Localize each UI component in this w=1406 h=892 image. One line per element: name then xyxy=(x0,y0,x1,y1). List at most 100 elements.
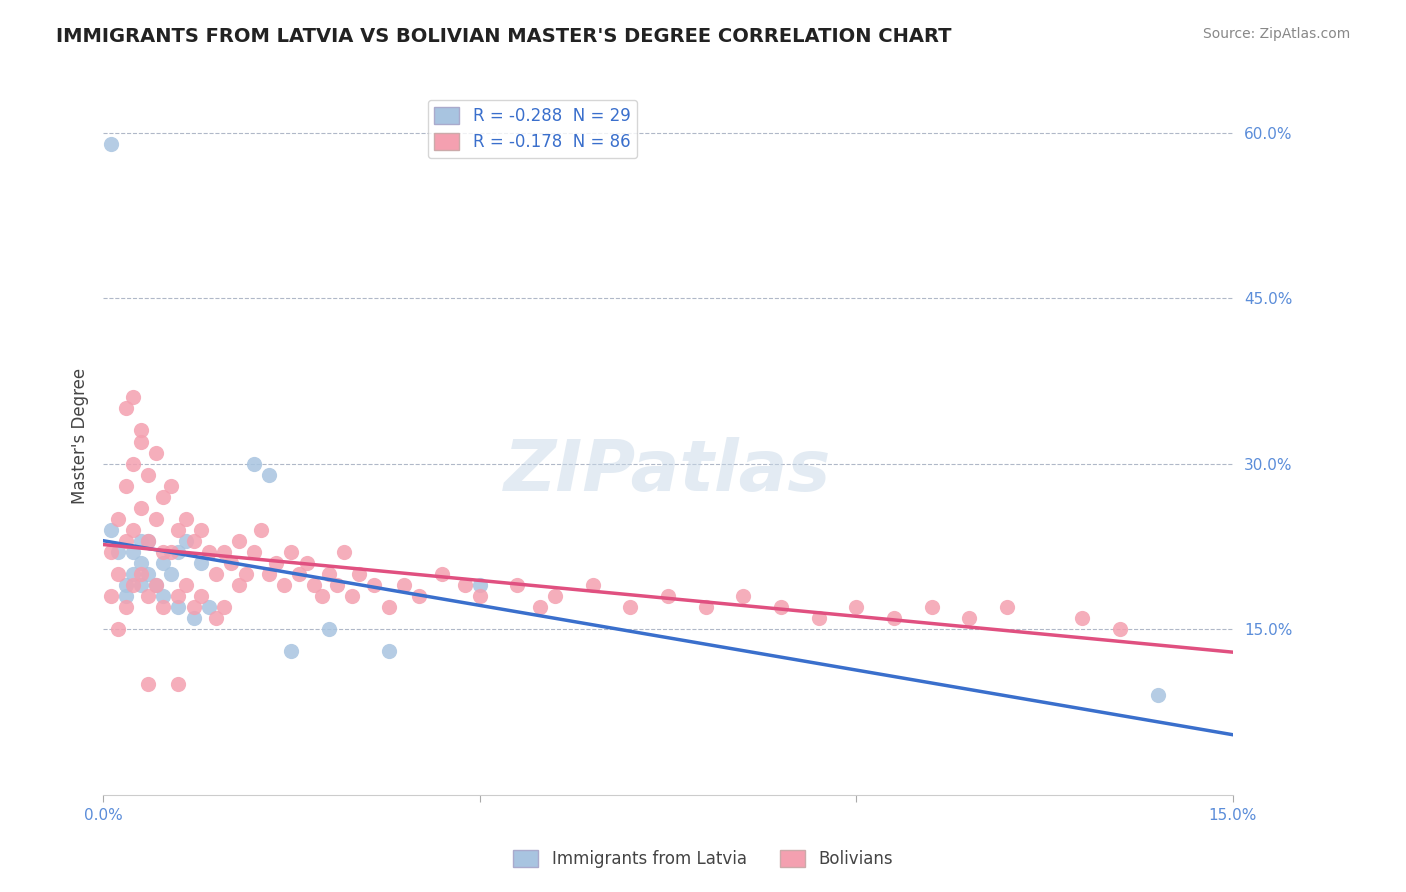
Point xyxy=(235,566,257,581)
Point xyxy=(167,545,190,559)
Point xyxy=(107,622,129,636)
Point xyxy=(807,611,830,625)
Point xyxy=(582,578,605,592)
Point xyxy=(347,566,370,581)
Point xyxy=(114,401,136,416)
Point xyxy=(378,600,401,615)
Point xyxy=(257,566,280,581)
Point xyxy=(228,578,250,592)
Point xyxy=(136,467,159,482)
Point xyxy=(333,545,356,559)
Point xyxy=(145,445,167,459)
Point xyxy=(212,600,235,615)
Text: IMMIGRANTS FROM LATVIA VS BOLIVIAN MASTER'S DEGREE CORRELATION CHART: IMMIGRANTS FROM LATVIA VS BOLIVIAN MASTE… xyxy=(56,27,952,45)
Point xyxy=(468,589,491,603)
Point xyxy=(174,578,197,592)
Point xyxy=(122,545,145,559)
Point xyxy=(100,136,122,151)
Point xyxy=(190,556,212,570)
Point xyxy=(302,578,325,592)
Point xyxy=(363,578,385,592)
Point xyxy=(129,578,152,592)
Point xyxy=(160,478,183,492)
Point xyxy=(1146,688,1168,702)
Point xyxy=(250,523,273,537)
Point xyxy=(136,533,159,548)
Point xyxy=(183,600,205,615)
Point xyxy=(129,500,152,515)
Point xyxy=(197,600,219,615)
Point xyxy=(136,566,159,581)
Point xyxy=(107,545,129,559)
Point xyxy=(167,589,190,603)
Point xyxy=(174,512,197,526)
Point xyxy=(468,578,491,592)
Point xyxy=(995,600,1018,615)
Point xyxy=(280,545,302,559)
Point xyxy=(318,622,340,636)
Point xyxy=(883,611,905,625)
Point xyxy=(145,512,167,526)
Point xyxy=(453,578,475,592)
Point xyxy=(136,533,159,548)
Legend: R = -0.288  N = 29, R = -0.178  N = 86: R = -0.288 N = 29, R = -0.178 N = 86 xyxy=(427,100,637,158)
Point xyxy=(183,611,205,625)
Point xyxy=(129,556,152,570)
Point xyxy=(129,566,152,581)
Point xyxy=(340,589,363,603)
Point xyxy=(266,556,288,570)
Point xyxy=(295,556,318,570)
Point xyxy=(145,578,167,592)
Point xyxy=(219,556,242,570)
Point xyxy=(114,478,136,492)
Point xyxy=(394,578,416,592)
Point xyxy=(242,457,264,471)
Point xyxy=(152,490,174,504)
Point xyxy=(318,566,340,581)
Point xyxy=(152,600,174,615)
Point xyxy=(280,644,302,658)
Point xyxy=(136,589,159,603)
Point xyxy=(619,600,641,615)
Point xyxy=(100,523,122,537)
Point xyxy=(129,434,152,449)
Point xyxy=(529,600,551,615)
Point xyxy=(921,600,943,615)
Point xyxy=(152,556,174,570)
Point xyxy=(107,512,129,526)
Point xyxy=(311,589,333,603)
Point xyxy=(1109,622,1132,636)
Point xyxy=(957,611,980,625)
Point xyxy=(107,566,129,581)
Point xyxy=(228,533,250,548)
Point xyxy=(100,589,122,603)
Point xyxy=(114,600,136,615)
Point xyxy=(152,545,174,559)
Point xyxy=(430,566,453,581)
Point xyxy=(122,566,145,581)
Point xyxy=(145,578,167,592)
Point xyxy=(733,589,755,603)
Point xyxy=(378,644,401,658)
Point xyxy=(174,533,197,548)
Point xyxy=(136,677,159,691)
Point xyxy=(212,545,235,559)
Point xyxy=(100,545,122,559)
Point xyxy=(205,566,228,581)
Y-axis label: Master's Degree: Master's Degree xyxy=(72,368,89,504)
Point xyxy=(197,545,219,559)
Point xyxy=(506,578,529,592)
Point xyxy=(273,578,295,592)
Legend: Immigrants from Latvia, Bolivians: Immigrants from Latvia, Bolivians xyxy=(506,843,900,875)
Point xyxy=(122,578,145,592)
Point xyxy=(845,600,868,615)
Point xyxy=(167,677,190,691)
Text: Source: ZipAtlas.com: Source: ZipAtlas.com xyxy=(1202,27,1350,41)
Point xyxy=(408,589,430,603)
Point xyxy=(114,589,136,603)
Point xyxy=(695,600,717,615)
Point xyxy=(122,457,145,471)
Point xyxy=(183,533,205,548)
Point xyxy=(242,545,264,559)
Point xyxy=(160,566,183,581)
